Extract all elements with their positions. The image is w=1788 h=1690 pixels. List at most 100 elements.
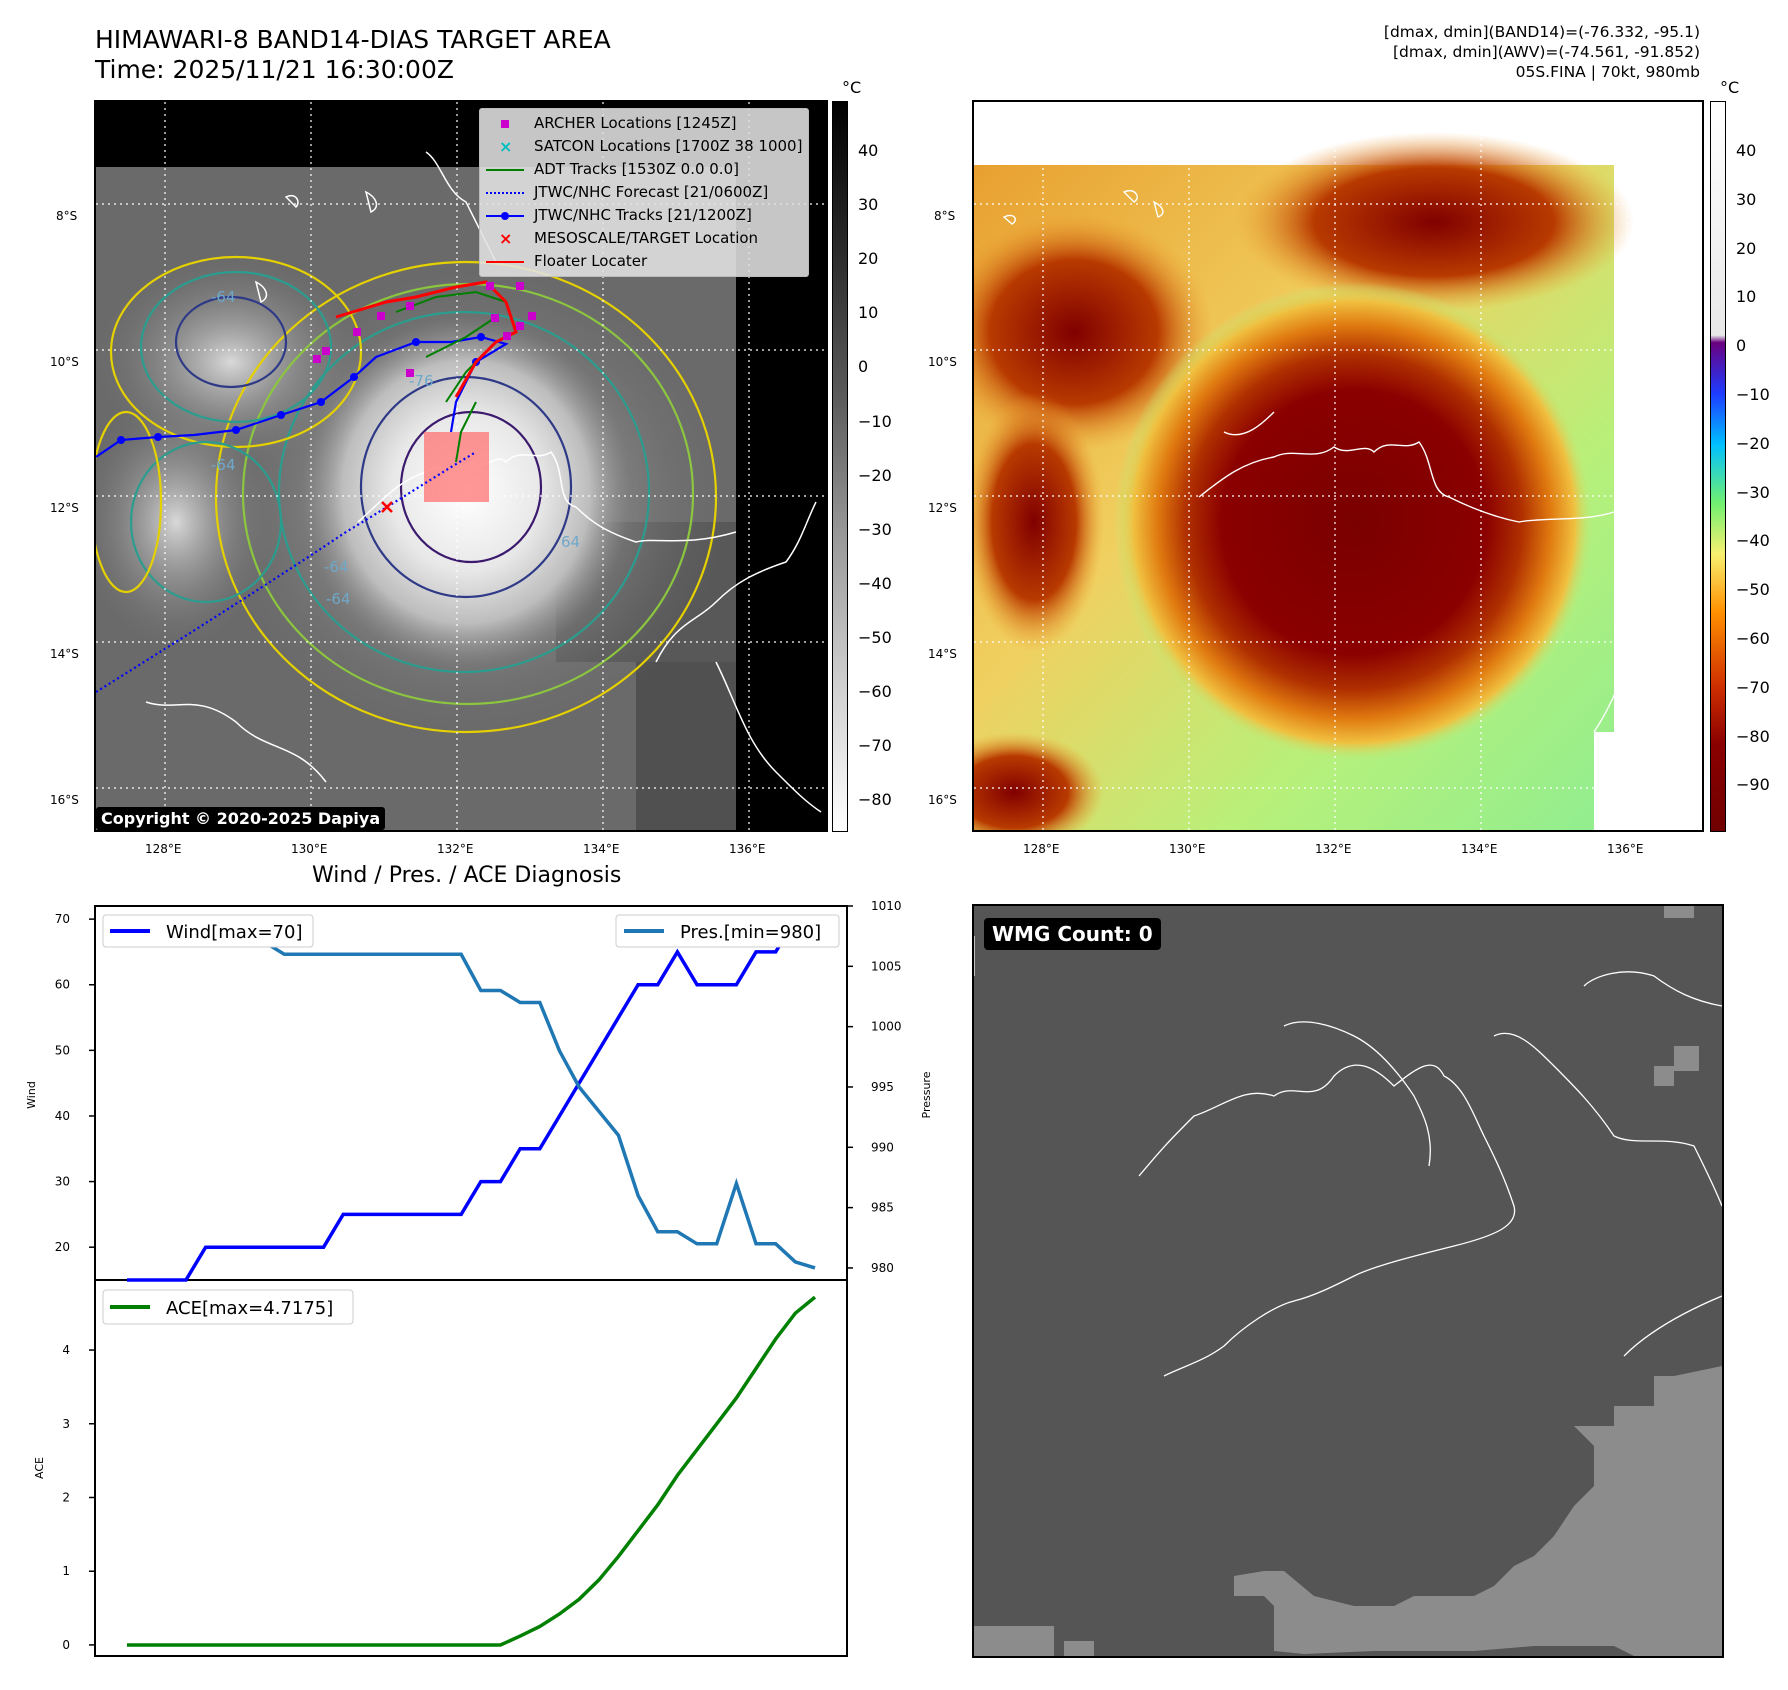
legend-label: ADT Tracks [1530Z 0.0 0.0] xyxy=(534,160,739,178)
lon-label: 132°E xyxy=(437,842,474,856)
lon-label: 128°E xyxy=(1023,842,1060,856)
pressure-legend-label: Pres.[min=980] xyxy=(680,922,821,943)
colorbar-tick-label: −50 xyxy=(1736,580,1770,600)
legend-item: JTWC/NHC Tracks [21/1200Z] xyxy=(486,204,802,227)
contour-label: 64 xyxy=(561,533,580,551)
wind-tick-label: 30 xyxy=(55,1175,70,1189)
lon-label: 134°E xyxy=(583,842,620,856)
lat-label: 16°S xyxy=(928,793,957,807)
contour-label: -64 xyxy=(326,590,351,608)
floater-locator-line xyxy=(335,280,518,398)
lon-label: 134°E xyxy=(1461,842,1498,856)
colorbar-tick-label: 10 xyxy=(858,303,879,323)
awv-map-image xyxy=(974,102,1702,830)
wind-tick-label: 70 xyxy=(55,912,70,926)
jtwc-forecast-line xyxy=(96,451,477,693)
wind-tick-label: 40 xyxy=(55,1109,70,1123)
ace-tick-label: 3 xyxy=(62,1417,70,1431)
colorbar-tick-label: −60 xyxy=(1736,629,1770,648)
legend-label: JTWC/NHC Tracks [21/1200Z] xyxy=(534,206,752,224)
colorbar-tick-label: −70 xyxy=(1736,677,1770,697)
track-line-dot-icon xyxy=(486,206,524,226)
jtwc-track-line xyxy=(96,335,509,458)
wind-series-line xyxy=(127,917,815,1282)
lat-label: 12°S xyxy=(928,501,957,515)
figure-time: Time: 2025/11/21 16:30:00Z xyxy=(95,55,454,84)
colorbar-tick-label: −70 xyxy=(858,736,892,756)
colorbar-tick-label: −30 xyxy=(858,519,892,539)
pressure-tick-label: 995 xyxy=(871,1080,894,1094)
colorbar-tick-label: −40 xyxy=(858,573,892,593)
pressure-axis-label: Pressure xyxy=(920,1071,930,1118)
colorbar-tick-label: −20 xyxy=(858,465,892,485)
colorbar-tick-label: −30 xyxy=(1736,482,1770,502)
lon-label: 130°E xyxy=(1169,842,1206,856)
awv-colorbar xyxy=(1710,101,1726,832)
figure-title: HIMAWARI-8 BAND14-DIAS TARGET AREA xyxy=(95,25,611,54)
legend-item: × MESOSCALE/TARGET Location xyxy=(486,227,802,250)
satcon-marker-icon: × xyxy=(499,136,513,156)
diagnosis-title: Wind / Pres. / ACE Diagnosis xyxy=(312,863,622,888)
pressure-tick-label: 1010 xyxy=(871,899,902,913)
wind-tick-label: 20 xyxy=(55,1240,70,1254)
wmg-panel: WMG Count: 0 xyxy=(972,904,1724,1658)
wmg-count-badge: WMG Count: 0 xyxy=(984,918,1161,950)
colorbar-tick-label: −90 xyxy=(1736,775,1770,795)
pressure-tick-label: 985 xyxy=(871,1201,894,1215)
lat-label: 10°S xyxy=(928,355,957,369)
lon-label: 136°E xyxy=(729,842,766,856)
ace-series-line xyxy=(127,1295,817,1647)
contour-label: -64 xyxy=(211,456,236,474)
ace-legend: ACE[max=4.7175] xyxy=(102,1289,354,1325)
pressure-series-line xyxy=(127,916,816,1270)
awv-map-panel xyxy=(972,100,1704,832)
adt-line-icon xyxy=(486,160,524,180)
lat-label: 14°S xyxy=(50,647,79,661)
wind-tick-label: 50 xyxy=(55,1043,70,1057)
wmg-map-image xyxy=(974,906,1722,1656)
colorbar-tick-label: 40 xyxy=(858,141,879,160)
archer-locations xyxy=(313,282,536,377)
colorbar-tick-label: −40 xyxy=(1736,531,1770,551)
legend-label: SATCON Locations [1700Z 38 1000] xyxy=(534,137,803,155)
colorbar-tick-label: 0 xyxy=(1736,336,1747,356)
colorbar-tick-label: 10 xyxy=(1736,287,1757,307)
wind-legend: Wind[max=70] xyxy=(102,914,314,948)
ace-legend-label: ACE[max=4.7175] xyxy=(166,1298,333,1319)
ace-tick-label: 4 xyxy=(62,1343,70,1357)
floater-line-icon xyxy=(486,252,524,272)
mesoscale-x-icon: × xyxy=(499,228,513,248)
legend-item: ARCHER Locations [1245Z] xyxy=(486,112,802,135)
ace-tick-label: 1 xyxy=(62,1564,70,1578)
diagnosis-chart: Wind Pressure ACE 2030405060709809859909… xyxy=(25,899,930,1657)
colorbar-tick-label: 40 xyxy=(1736,141,1757,160)
lon-label: 132°E xyxy=(1315,842,1352,856)
ace-tick-label: 0 xyxy=(62,1638,70,1652)
legend-label: ARCHER Locations [1245Z] xyxy=(534,114,737,132)
lon-label: 136°E xyxy=(1607,842,1644,856)
colorbar-tick-label: −10 xyxy=(858,411,892,431)
target-area-box xyxy=(424,432,489,502)
legend-label: JTWC/NHC Forecast [21/0600Z] xyxy=(534,183,769,201)
ace-tick-label: 2 xyxy=(62,1490,70,1504)
lat-label: 10°S xyxy=(50,355,79,369)
ir-map-panel: -64 -64 -76 -64 64 -64 xyxy=(94,100,828,832)
colorbar-tick-label: −10 xyxy=(1736,385,1770,404)
colorbar-tick-label: 0 xyxy=(858,357,869,377)
forecast-dotted-icon xyxy=(486,183,524,203)
wind-axis-label: Wind xyxy=(25,1081,38,1109)
map-legend: ARCHER Locations [1245Z] × SATCON Locati… xyxy=(479,108,810,277)
colorbar-tick-label: −80 xyxy=(1736,726,1770,746)
legend-label: Floater Locater xyxy=(534,252,648,270)
legend-item: × SATCON Locations [1700Z 38 1000] xyxy=(486,135,802,158)
info-band14: [dmax, dmin](BAND14)=(-76.332, -95.1) xyxy=(1383,23,1700,41)
lon-label: 128°E xyxy=(145,842,182,856)
legend-item: Floater Locater xyxy=(486,250,802,273)
contour-label: -64 xyxy=(211,288,236,306)
colorbar-tick-label: 20 xyxy=(1736,238,1757,258)
awv-colorbar-unit: °C xyxy=(1720,78,1740,97)
colorbar-tick-label: 30 xyxy=(1736,189,1757,209)
wind-legend-label: Wind[max=70] xyxy=(166,922,303,943)
lon-label: 130°E xyxy=(291,842,328,856)
copyright-badge: Copyright © 2020-2025 Dapiya xyxy=(96,807,386,830)
